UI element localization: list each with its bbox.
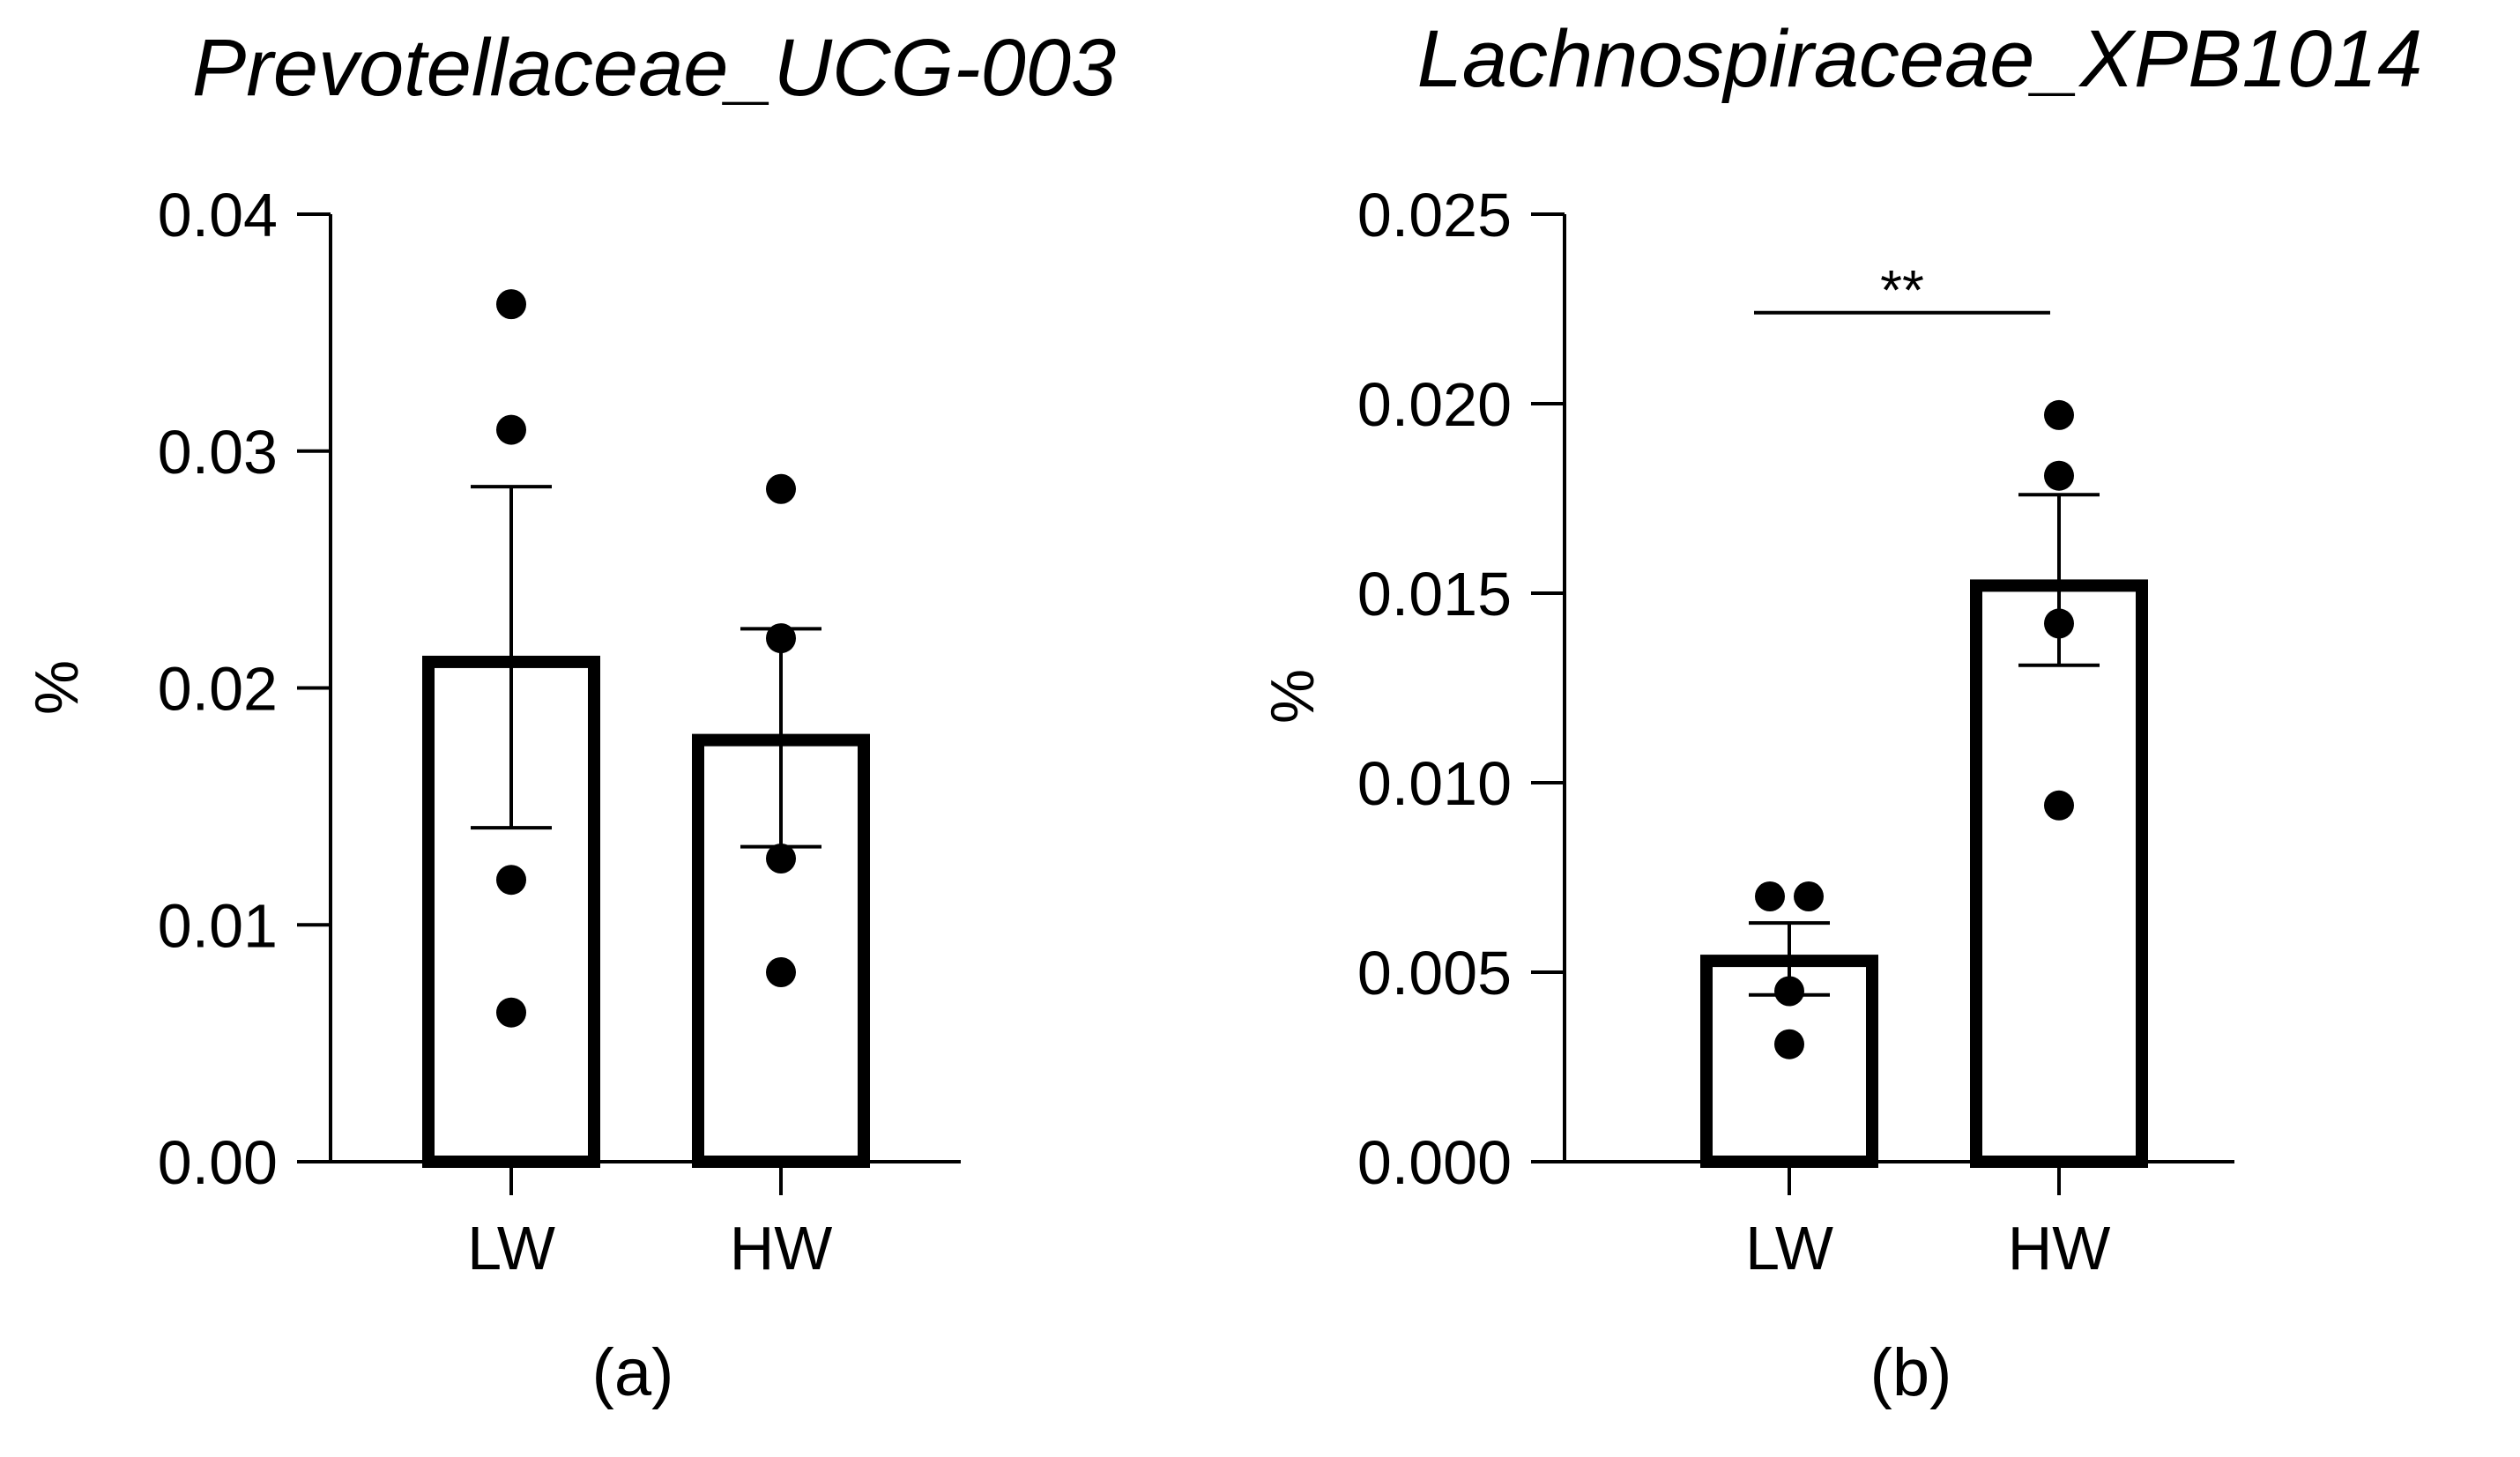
data-point [496,289,526,320]
y-tick-label: 0.005 [1357,939,1512,1007]
y-tick-label: 0.04 [158,181,278,249]
y-tick-label: 0.010 [1357,749,1512,818]
x-tick-label-lw: LW [467,1214,555,1282]
panel-label: (b) [1870,1335,1952,1410]
y-tick-label: 0.02 [158,655,278,724]
chart-title: Lachnospiraceae_XPB1014 [1417,14,2423,104]
y-axis-label: % [1258,669,1327,724]
y-tick-label: 0.015 [1357,560,1512,628]
data-point [2044,460,2074,491]
y-tick-label: 0.01 [158,891,278,960]
data-point [1794,881,1824,911]
data-point [766,844,796,873]
data-point [2044,608,2074,639]
data-point [496,865,526,896]
data-point [2044,399,2074,430]
chart-title: Prevotellaceae_UCG-003 [192,23,1116,113]
x-tick-label-lw: LW [1745,1214,1833,1282]
data-point [496,414,526,445]
significance-label: ** [1880,258,1924,322]
x-tick-label-hw: HW [730,1214,833,1282]
y-tick-label: 0.00 [158,1128,278,1197]
y-tick-label: 0.03 [158,418,278,487]
bar-hw [1970,579,2148,1168]
y-tick-label: 0.020 [1357,370,1512,439]
panel-a: Prevotellaceae_UCG-003 0.00 0.01 0.02 0.03 0.… [22,23,1116,1410]
data-point [766,473,796,504]
data-point [1774,976,1804,1007]
data-point [1755,881,1785,911]
data-point [1774,1029,1804,1059]
y-tick-label: 0.025 [1357,181,1512,249]
x-tick-label-hw: HW [2008,1214,2111,1282]
panel-label: (a) [592,1335,674,1410]
data-point [766,957,796,987]
data-point [496,997,526,1028]
data-point [766,623,796,654]
y-axis-label: % [22,660,91,715]
y-tick-label: 0.000 [1357,1128,1512,1197]
data-point [2044,790,2074,821]
panel-b: Lachnospiraceae_XPB1014 0.000 0.005 0.010 0.… [1258,14,2422,1410]
